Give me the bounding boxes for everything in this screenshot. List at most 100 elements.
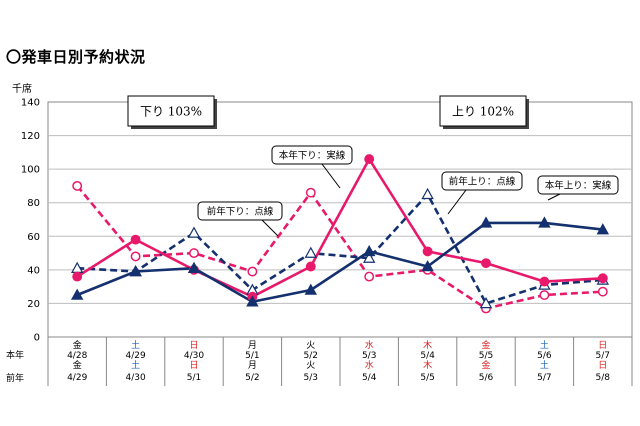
x-label-previous-day: 土 xyxy=(131,359,140,371)
x-label-current-day: 金 xyxy=(481,339,490,351)
callout-pointer xyxy=(547,193,561,201)
data-point xyxy=(479,216,493,228)
data-point xyxy=(421,187,434,200)
x-label-previous-day: 日 xyxy=(189,360,198,371)
x-label-previous-date: 5/1 xyxy=(187,373,201,383)
callout-pointer xyxy=(447,189,467,215)
data-point xyxy=(130,251,141,262)
series-line xyxy=(76,221,603,304)
data-point xyxy=(539,290,550,300)
data-point xyxy=(187,226,201,238)
y-tick-label: 60 xyxy=(27,232,40,243)
x-label-current-date: 5/7 xyxy=(596,351,610,361)
x-label-previous-day: 日 xyxy=(598,360,607,371)
data-point xyxy=(362,244,376,257)
data-point xyxy=(130,234,141,245)
data-point xyxy=(187,261,201,273)
row-label-previous: 前年 xyxy=(6,372,24,384)
data-point xyxy=(72,271,83,282)
x-label-current-date: 4/28 xyxy=(67,351,87,361)
x-label-current-day: 月 xyxy=(248,340,257,351)
x-label-current-date: 5/2 xyxy=(304,351,318,361)
data-point xyxy=(597,273,608,284)
callout-label: 本年上り：実線 xyxy=(545,180,612,192)
data-point xyxy=(246,295,259,307)
x-label-current-day: 木 xyxy=(423,339,432,351)
data-point xyxy=(305,261,316,272)
x-label-current-date: 5/6 xyxy=(537,351,552,361)
x-label-previous-date: 5/7 xyxy=(537,373,551,383)
x-label-current-day: 土 xyxy=(540,339,549,351)
data-point xyxy=(189,248,199,259)
data-point xyxy=(72,180,83,191)
y-tick-label: 40 xyxy=(27,265,40,276)
x-label-current-date: 5/4 xyxy=(420,351,435,361)
data-point xyxy=(597,286,608,297)
series-line xyxy=(77,193,603,305)
data-point xyxy=(479,296,493,309)
summary-box xyxy=(439,95,527,127)
data-point xyxy=(247,266,258,277)
x-label-current-date: 5/1 xyxy=(245,351,259,361)
x-label-previous-day: 水 xyxy=(365,359,374,371)
x-label-previous-day: 木 xyxy=(423,359,432,371)
summary-box xyxy=(127,95,215,127)
callout-pointer xyxy=(321,163,341,189)
callout-label: 前年下り：点線 xyxy=(207,206,274,218)
x-label-previous-date: 5/3 xyxy=(304,373,318,383)
y-axis-label: 千席 xyxy=(12,82,32,95)
y-tick-label: 80 xyxy=(27,198,40,209)
data-point xyxy=(596,223,610,235)
summary-box-text: 上り 102% xyxy=(452,105,514,119)
x-label-previous-day: 火 xyxy=(306,360,315,371)
x-label-previous-date: 5/8 xyxy=(596,373,611,383)
x-label-previous-day: 金 xyxy=(481,359,490,371)
data-point xyxy=(538,216,551,228)
y-tick-label: 20 xyxy=(27,299,40,310)
page-title: 〇発車日別予約状況 xyxy=(6,48,146,66)
y-tick-label: 100 xyxy=(21,165,40,176)
callout-label: 前年上り：点線 xyxy=(449,176,516,188)
x-label-current-day: 金 xyxy=(73,339,82,351)
series-line xyxy=(76,157,603,299)
x-label-previous-date: 5/6 xyxy=(479,373,494,383)
x-label-current-day: 水 xyxy=(365,339,374,351)
summary-box-text: 下り 103% xyxy=(140,105,202,119)
callout-box xyxy=(197,201,283,221)
x-label-current-date: 5/3 xyxy=(362,351,376,361)
y-tick-label: 140 xyxy=(21,98,40,109)
x-label-current-date: 5/5 xyxy=(479,351,493,361)
data-point xyxy=(421,260,434,272)
y-tick-label: 0 xyxy=(34,333,40,344)
data-point xyxy=(539,276,550,287)
x-label-current-day: 土 xyxy=(131,339,140,351)
x-label-current-date: 4/29 xyxy=(125,351,145,361)
x-label-previous-day: 金 xyxy=(73,359,82,371)
callout-label: 本年下り：実線 xyxy=(279,150,346,162)
callout-box xyxy=(271,145,353,165)
x-label-current-day: 火 xyxy=(306,340,315,351)
data-point xyxy=(481,258,491,269)
y-tick-label: 120 xyxy=(21,131,40,142)
data-point xyxy=(422,246,433,257)
x-label-previous-date: 4/29 xyxy=(67,373,87,383)
data-point xyxy=(129,265,142,277)
data-point xyxy=(304,246,318,258)
x-label-current-day: 日 xyxy=(189,340,198,351)
callout-box xyxy=(441,171,523,191)
data-point xyxy=(362,251,376,263)
data-point xyxy=(70,288,84,300)
data-point xyxy=(304,283,318,295)
x-label-previous-date: 5/5 xyxy=(420,373,434,383)
x-label-previous-day: 土 xyxy=(540,359,549,371)
data-point xyxy=(364,154,375,165)
row-label-current: 本年 xyxy=(6,349,24,361)
x-label-previous-date: 4/30 xyxy=(125,373,145,383)
data-point xyxy=(305,187,316,198)
callout-box xyxy=(537,175,619,195)
x-label-previous-date: 5/4 xyxy=(362,373,377,383)
x-label-current-day: 日 xyxy=(598,340,607,351)
callout-pointer xyxy=(261,219,279,237)
x-label-current-date: 4/30 xyxy=(184,351,204,361)
